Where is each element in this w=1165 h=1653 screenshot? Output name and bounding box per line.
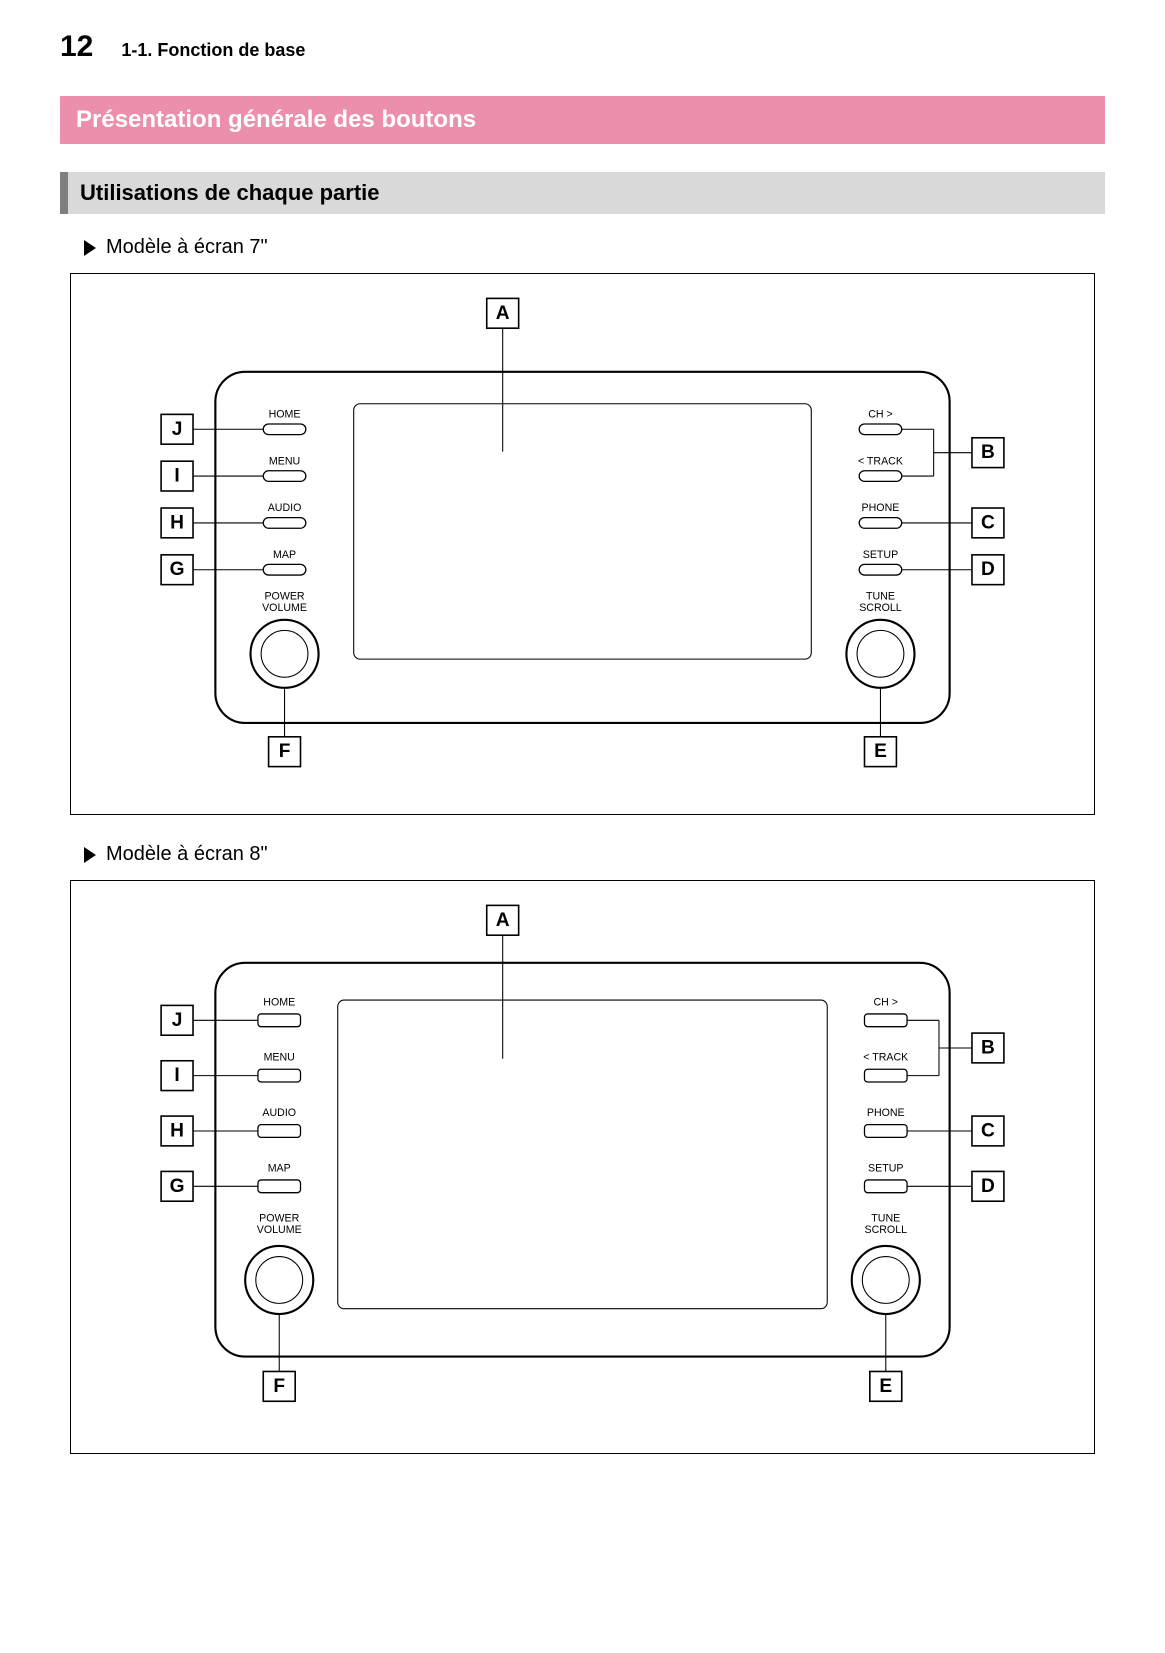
btn-map-8 (258, 1180, 301, 1193)
btn-home-8 (258, 1014, 301, 1027)
callout-J-8: J (172, 1010, 183, 1031)
btn-track (859, 471, 902, 482)
triangle-icon (84, 240, 96, 256)
model-8-text: Modèle à écran 8" (106, 843, 268, 866)
callout-B: B (981, 442, 995, 463)
btn-phone-label-8: PHONE (867, 1107, 905, 1119)
btn-menu-8 (258, 1069, 301, 1082)
btn-phone (859, 518, 902, 529)
callout-D: D (981, 559, 995, 580)
callout-F-8: F (273, 1376, 285, 1397)
callout-C: C (981, 512, 995, 533)
callout-G-8: G (170, 1176, 185, 1197)
knob-right-l1: TUNE (866, 591, 895, 603)
knob-left-l1-8: POWER (259, 1213, 299, 1225)
callout-H-8: H (170, 1121, 184, 1142)
btn-audio (263, 518, 306, 529)
btn-audio-label: AUDIO (268, 502, 302, 514)
diagram-8: HOME J MENU I AUDIO H MAP G POWER VOLUME (70, 880, 1095, 1454)
model-8-label: Modèle à écran 8" (84, 843, 1105, 866)
callout-J: J (172, 419, 183, 440)
callout-A: A (496, 303, 510, 324)
btn-home-label-8: HOME (263, 997, 295, 1009)
model-7-text: Modèle à écran 7" (106, 236, 268, 259)
btn-setup (859, 564, 902, 575)
btn-setup-8 (864, 1180, 907, 1193)
model-7-label: Modèle à écran 7" (84, 236, 1105, 259)
btn-menu (263, 471, 306, 482)
btn-setup-label: SETUP (863, 549, 898, 561)
knob-right-l1-8: TUNE (871, 1213, 900, 1225)
callout-H: H (170, 512, 184, 533)
btn-track-label: < TRACK (858, 455, 903, 467)
sub-heading: Utilisations de chaque partie (60, 172, 1105, 214)
breadcrumb: 1-1. Fonction de base (121, 40, 305, 61)
btn-phone-8 (864, 1125, 907, 1138)
page-number: 12 (60, 30, 93, 64)
btn-track-label-8: < TRACK (863, 1052, 908, 1064)
btn-ch (859, 424, 902, 435)
btn-menu-label: MENU (269, 455, 300, 467)
diagram-7: HOME J MENU I AUDIO H MAP G POWER (70, 273, 1095, 815)
callout-C-8: C (981, 1121, 995, 1142)
knob-right-l2-8: SCROLL (865, 1224, 908, 1236)
knob-right-l2: SCROLL (859, 602, 902, 614)
btn-menu-label-8: MENU (264, 1052, 295, 1064)
knob-left-l2-8: VOLUME (257, 1224, 302, 1236)
page: 12 1-1. Fonction de base Présentation gé… (0, 0, 1165, 1653)
btn-audio-8 (258, 1125, 301, 1138)
btn-track-8 (864, 1069, 907, 1082)
callout-F: F (279, 741, 291, 762)
callout-B-8: B (981, 1038, 995, 1059)
callout-A-8: A (496, 910, 510, 931)
btn-map-label: MAP (273, 549, 296, 561)
page-header: 12 1-1. Fonction de base (60, 30, 1105, 64)
knob-left-l2: VOLUME (262, 602, 307, 614)
section-title: Présentation générale des boutons (60, 96, 1105, 144)
btn-map-label-8: MAP (268, 1163, 291, 1175)
callout-I-8: I (174, 1065, 179, 1086)
knob-left-l1: POWER (264, 591, 304, 603)
btn-home (263, 424, 306, 435)
callout-D-8: D (981, 1176, 995, 1197)
btn-ch-label: CH > (868, 409, 893, 421)
callout-E-8: E (879, 1376, 892, 1397)
btn-phone-label: PHONE (862, 502, 900, 514)
btn-map (263, 564, 306, 575)
btn-audio-label-8: AUDIO (262, 1107, 296, 1119)
callout-E: E (874, 741, 887, 762)
triangle-icon (84, 847, 96, 863)
btn-setup-label-8: SETUP (868, 1163, 903, 1175)
btn-ch-8 (864, 1014, 907, 1027)
btn-ch-label-8: CH > (874, 997, 899, 1009)
btn-home-label: HOME (269, 409, 301, 421)
callout-G: G (170, 559, 185, 580)
callout-I: I (174, 466, 179, 487)
